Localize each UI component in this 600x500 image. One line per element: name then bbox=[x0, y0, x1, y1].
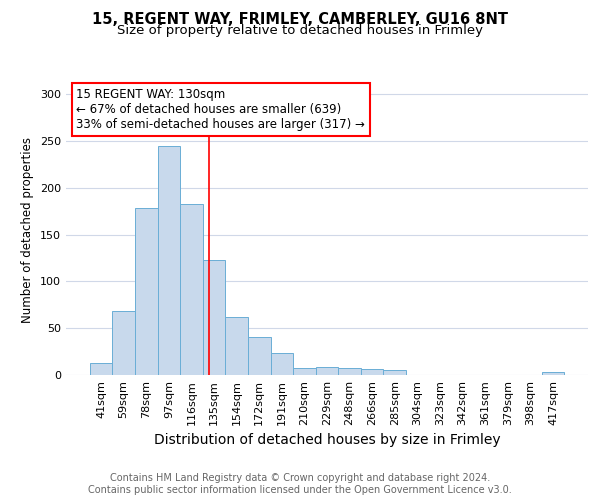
Bar bbox=[112, 312, 135, 375]
Bar bbox=[180, 204, 203, 375]
Text: 15 REGENT WAY: 130sqm
← 67% of detached houses are smaller (639)
33% of semi-det: 15 REGENT WAY: 130sqm ← 67% of detached … bbox=[76, 88, 365, 131]
Bar bbox=[90, 363, 112, 375]
Bar bbox=[383, 370, 406, 375]
X-axis label: Distribution of detached houses by size in Frimley: Distribution of detached houses by size … bbox=[154, 434, 500, 448]
Text: Contains HM Land Registry data © Crown copyright and database right 2024.
Contai: Contains HM Land Registry data © Crown c… bbox=[88, 474, 512, 495]
Bar bbox=[248, 336, 271, 375]
Y-axis label: Number of detached properties: Number of detached properties bbox=[22, 137, 34, 323]
Text: 15, REGENT WAY, FRIMLEY, CAMBERLEY, GU16 8NT: 15, REGENT WAY, FRIMLEY, CAMBERLEY, GU16… bbox=[92, 12, 508, 28]
Bar bbox=[135, 208, 158, 375]
Bar bbox=[158, 146, 180, 375]
Bar bbox=[293, 368, 316, 375]
Bar bbox=[226, 317, 248, 375]
Bar bbox=[271, 354, 293, 375]
Text: Size of property relative to detached houses in Frimley: Size of property relative to detached ho… bbox=[117, 24, 483, 37]
Bar bbox=[316, 366, 338, 375]
Bar bbox=[338, 368, 361, 375]
Bar bbox=[203, 260, 226, 375]
Bar bbox=[361, 370, 383, 375]
Bar bbox=[542, 372, 564, 375]
